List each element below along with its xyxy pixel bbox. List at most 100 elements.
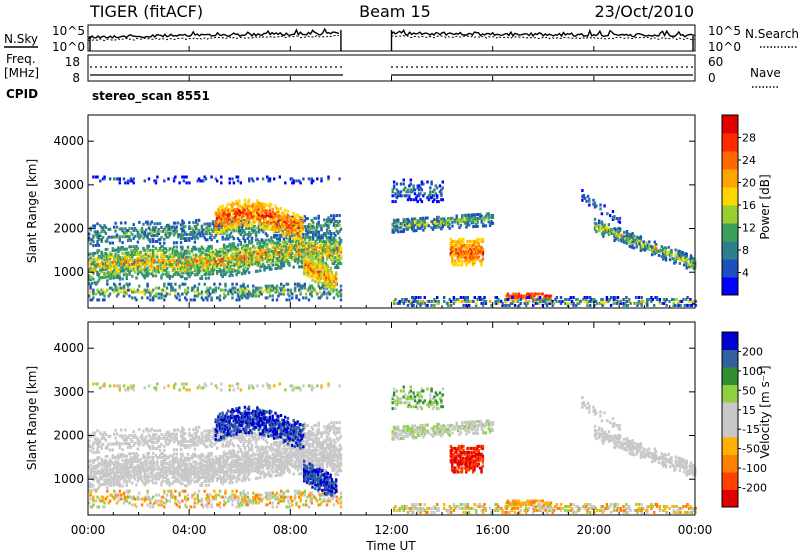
power-cell bbox=[109, 242, 111, 245]
power-cell bbox=[248, 271, 250, 274]
power-cell bbox=[209, 293, 211, 296]
power-cell bbox=[572, 302, 574, 305]
power-cell bbox=[272, 264, 274, 267]
power-cell bbox=[461, 214, 463, 217]
power-cell bbox=[421, 188, 423, 191]
power-cell bbox=[120, 222, 122, 225]
power-cell bbox=[127, 179, 129, 182]
power-cell bbox=[134, 271, 136, 274]
power-cell bbox=[492, 214, 494, 217]
power-cell bbox=[206, 238, 208, 241]
power-cell bbox=[148, 177, 150, 180]
power-cell bbox=[595, 222, 597, 225]
power-cell bbox=[248, 205, 250, 208]
power-cell bbox=[401, 194, 403, 197]
power-cell bbox=[167, 271, 169, 274]
power-cell bbox=[230, 227, 232, 230]
power-cell bbox=[135, 298, 137, 301]
velocity-cell bbox=[106, 455, 108, 458]
power-cell bbox=[318, 215, 320, 218]
power-cell bbox=[594, 218, 596, 221]
power-cell bbox=[652, 298, 654, 301]
power-cell bbox=[134, 235, 136, 238]
power-cell bbox=[89, 227, 91, 230]
power-cell bbox=[172, 287, 174, 290]
power-cell bbox=[511, 296, 513, 299]
power-cell bbox=[635, 296, 637, 299]
power-cell bbox=[462, 238, 464, 241]
power-cell bbox=[485, 224, 487, 227]
power-cell bbox=[126, 273, 128, 276]
power-cell bbox=[229, 181, 231, 184]
power-cell bbox=[141, 227, 143, 230]
power-cell bbox=[148, 268, 150, 271]
power-cell bbox=[245, 227, 247, 230]
power-cell bbox=[588, 198, 590, 201]
power-cell bbox=[201, 275, 203, 278]
power-cell bbox=[648, 240, 650, 243]
power-cell bbox=[152, 245, 154, 248]
power-cell bbox=[679, 304, 681, 307]
power-cell bbox=[588, 204, 590, 207]
power-cell bbox=[152, 274, 154, 277]
power-cell bbox=[123, 177, 125, 180]
power-cell bbox=[263, 226, 265, 229]
power-cell bbox=[586, 296, 588, 299]
power-cell bbox=[237, 176, 239, 179]
power-cell bbox=[433, 198, 435, 201]
power-cell bbox=[166, 287, 168, 290]
nave-label: Nave bbox=[750, 66, 781, 80]
power-cell bbox=[106, 283, 108, 286]
power-cell bbox=[144, 249, 146, 252]
power-cell bbox=[407, 188, 409, 191]
power-cell bbox=[119, 283, 121, 286]
power-cell bbox=[128, 295, 130, 298]
power-cell bbox=[620, 300, 622, 303]
power-cell bbox=[176, 296, 178, 299]
power-cell bbox=[407, 304, 409, 307]
power-cell bbox=[124, 181, 126, 184]
power-cell bbox=[238, 271, 240, 274]
power-cell bbox=[255, 293, 257, 296]
power-cell bbox=[94, 224, 96, 227]
power-cell bbox=[240, 181, 242, 184]
power-cell bbox=[259, 269, 261, 272]
power-cell bbox=[488, 212, 490, 215]
power-cell bbox=[270, 236, 272, 239]
power-cell bbox=[312, 179, 314, 182]
power-cell bbox=[460, 296, 462, 299]
power-cell bbox=[187, 246, 189, 249]
power-cell bbox=[169, 247, 171, 250]
power-cell bbox=[320, 177, 322, 180]
power-cell bbox=[273, 230, 275, 233]
power-cell bbox=[442, 198, 444, 201]
power-cell bbox=[549, 300, 551, 303]
power-cell bbox=[601, 221, 603, 224]
power-cell bbox=[249, 209, 251, 212]
power-cell bbox=[146, 221, 148, 224]
power-cell bbox=[276, 223, 278, 226]
power-cell bbox=[252, 179, 254, 182]
power-cell bbox=[668, 300, 670, 303]
power-cell bbox=[643, 240, 645, 243]
power-cell bbox=[436, 194, 438, 197]
power-cell bbox=[153, 222, 155, 225]
power-cell bbox=[655, 243, 657, 246]
power-cell bbox=[188, 237, 190, 240]
power-cell bbox=[608, 223, 610, 226]
power-cell bbox=[185, 233, 187, 236]
power-cell bbox=[131, 275, 133, 278]
power-cell bbox=[152, 238, 154, 241]
power-cell bbox=[648, 248, 650, 251]
power-cell bbox=[231, 252, 233, 255]
power-cell bbox=[304, 283, 306, 286]
power-cell bbox=[539, 296, 541, 299]
power-cell bbox=[626, 242, 628, 245]
power-cell bbox=[293, 179, 295, 182]
power-cell bbox=[461, 260, 463, 263]
power-cell bbox=[173, 246, 175, 249]
power-cell bbox=[169, 253, 171, 256]
power-cell bbox=[403, 183, 405, 186]
power-cell bbox=[261, 287, 263, 290]
